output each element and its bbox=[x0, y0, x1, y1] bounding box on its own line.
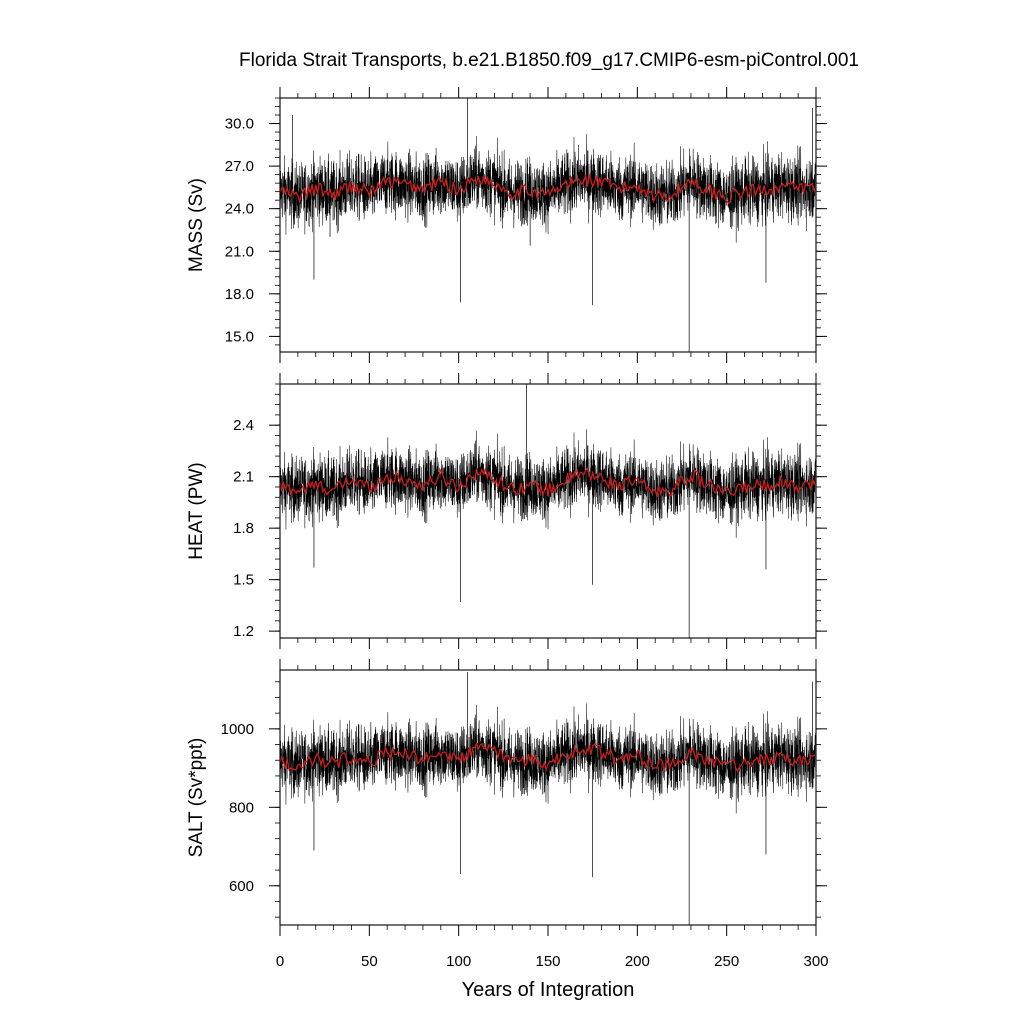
salt-annual-mean-series bbox=[280, 742, 816, 773]
x-tick-label: 150 bbox=[535, 953, 560, 970]
mass-y-tick-label: 24.0 bbox=[225, 201, 254, 218]
x-tick-label: 300 bbox=[803, 953, 828, 970]
mass-y-tick-label: 21.0 bbox=[225, 243, 254, 260]
mass-y-tick-label: 15.0 bbox=[225, 328, 254, 345]
x-tick-label: 100 bbox=[446, 953, 471, 970]
salt-y-tick-label: 600 bbox=[229, 878, 254, 895]
mass-monthly-series bbox=[280, 134, 816, 243]
salt-y-tick-label: 1000 bbox=[221, 721, 254, 738]
mass-annual-mean-series bbox=[280, 174, 816, 205]
heat-monthly-series bbox=[280, 429, 816, 538]
mass-y-tick-label: 18.0 bbox=[225, 286, 254, 303]
heat-y-tick-label: 2.4 bbox=[233, 417, 254, 434]
mass-y-tick-label: 27.0 bbox=[225, 158, 254, 175]
x-tick-label: 0 bbox=[276, 953, 284, 970]
x-tick-label: 50 bbox=[361, 953, 378, 970]
chart-title: Florida Strait Transports, b.e21.B1850.f… bbox=[239, 50, 859, 71]
x-axis-title: Years of Integration bbox=[462, 979, 635, 1001]
heat-y-tick-label: 1.8 bbox=[233, 520, 254, 537]
panel-heat: 1.2 1.5 1.8 2.1 2.4 HEAT (PW) bbox=[186, 373, 827, 649]
mass-y-axis-title: MASS (Sv) bbox=[186, 178, 207, 272]
salt-y-tick-label: 800 bbox=[229, 799, 254, 816]
heat-y-tick-label: 1.2 bbox=[233, 623, 254, 640]
x-tick-label: 250 bbox=[714, 953, 739, 970]
heat-annual-mean-series bbox=[280, 466, 816, 498]
salt-y-axis-title: SALT (Sv*ppt) bbox=[186, 738, 207, 858]
mass-y-tick-label: 30.0 bbox=[225, 116, 254, 133]
panel-mass: 15.0 18.0 21.0 24.0 27.0 30.0 MASS (Sv) bbox=[186, 87, 827, 363]
heat-y-axis-title: HEAT (PW) bbox=[186, 462, 207, 559]
panel-salt: 600 800 1000 SALT (Sv*ppt) bbox=[186, 659, 827, 936]
heat-y-tick-label: 2.1 bbox=[233, 469, 254, 486]
heat-y-tick-label: 1.5 bbox=[233, 572, 254, 589]
x-tick-label: 200 bbox=[625, 953, 650, 970]
